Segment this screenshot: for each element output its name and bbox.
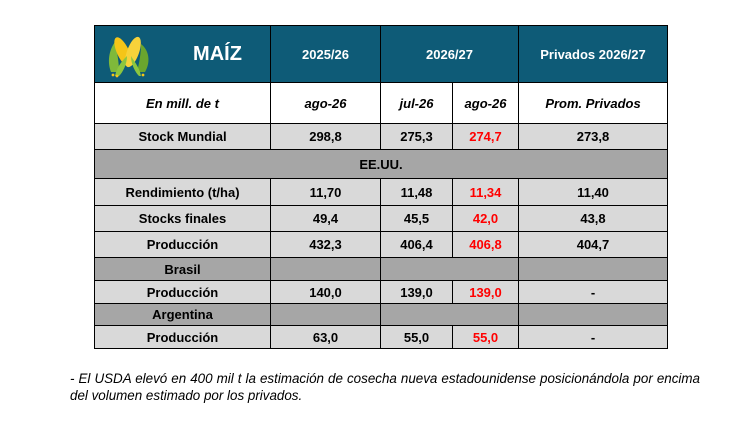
cell-value: 275,3 bbox=[380, 123, 453, 150]
row-label: Producción bbox=[94, 231, 271, 258]
cell-value: 273,8 bbox=[518, 123, 668, 150]
cell-value: 11,40 bbox=[518, 178, 668, 206]
col-2026-27: 2026/27 bbox=[380, 25, 519, 83]
col-privados: Privados 2026/27 bbox=[518, 25, 668, 83]
footnote: - El USDA elevó en 400 mil t la estimaci… bbox=[70, 371, 700, 403]
subheader-row: En mill. de t ago-26 jul-26 ago-26 Prom.… bbox=[94, 82, 668, 124]
cell-value: 404,7 bbox=[518, 231, 668, 258]
unit-label: En mill. de t bbox=[94, 82, 271, 124]
row-label: Stocks finales bbox=[94, 205, 271, 232]
cell-value-highlight: 274,7 bbox=[452, 123, 519, 150]
cell-value: 11,70 bbox=[270, 178, 381, 206]
cell-value: 45,5 bbox=[380, 205, 453, 232]
cell-value: 432,3 bbox=[270, 231, 381, 258]
row-label: Rendimiento (t/ha) bbox=[94, 178, 271, 206]
cell-value-highlight: 139,0 bbox=[452, 280, 519, 304]
section-spacer bbox=[270, 303, 381, 326]
cell-value: 11,48 bbox=[380, 178, 453, 206]
row-label: Stock Mundial bbox=[94, 123, 271, 150]
section-spacer bbox=[518, 303, 668, 326]
title-cell: MAÍZ bbox=[94, 25, 271, 83]
cell-value: 43,8 bbox=[518, 205, 668, 232]
section-spacer bbox=[380, 257, 519, 281]
cell-value-highlight: 406,8 bbox=[452, 231, 519, 258]
col-2025-26: 2025/26 bbox=[270, 25, 381, 83]
cell-value: 406,4 bbox=[380, 231, 453, 258]
cell-value: - bbox=[518, 280, 668, 304]
cell-value-highlight: 55,0 bbox=[452, 325, 519, 349]
cell-value: - bbox=[518, 325, 668, 349]
cell-value: 140,0 bbox=[270, 280, 381, 304]
cell-value-highlight: 42,0 bbox=[452, 205, 519, 232]
section-label: Argentina bbox=[94, 303, 271, 326]
sub-jul26: jul-26 bbox=[380, 82, 453, 124]
cell-value: 55,0 bbox=[380, 325, 453, 349]
sub-prom: Prom. Privados bbox=[518, 82, 668, 124]
section-spacer bbox=[518, 257, 668, 281]
table-row: Stock Mundial 298,8 275,3 274,7 273,8 bbox=[94, 123, 668, 150]
section-row-brasil: Brasil bbox=[94, 257, 668, 281]
section-label: EE.UU. bbox=[94, 149, 668, 179]
cell-value: 63,0 bbox=[270, 325, 381, 349]
cell-value: 298,8 bbox=[270, 123, 381, 150]
section-label: Brasil bbox=[94, 257, 271, 281]
row-label: Producción bbox=[94, 280, 271, 304]
table-row: Stocks finales 49,4 45,5 42,0 43,8 bbox=[94, 205, 668, 232]
section-spacer bbox=[380, 303, 519, 326]
sub-ago26-b: ago-26 bbox=[452, 82, 519, 124]
corn-icon bbox=[108, 36, 149, 78]
table-row: Producción 140,0 139,0 139,0 - bbox=[94, 280, 668, 304]
cell-value: 49,4 bbox=[270, 205, 381, 232]
section-row-argentina: Argentina bbox=[94, 303, 668, 326]
cell-value-highlight: 11,34 bbox=[452, 178, 519, 206]
table-row: Producción 432,3 406,4 406,8 404,7 bbox=[94, 231, 668, 258]
table-title: MAÍZ bbox=[193, 43, 242, 65]
maize-table: MAÍZ 2025/26 2026/27 Privados 2026/27 En… bbox=[94, 25, 668, 349]
section-spacer bbox=[270, 257, 381, 281]
table-row: Rendimiento (t/ha) 11,70 11,48 11,34 11,… bbox=[94, 178, 668, 206]
cell-value: 139,0 bbox=[380, 280, 453, 304]
row-label: Producción bbox=[94, 325, 271, 349]
table-row: Producción 63,0 55,0 55,0 - bbox=[94, 325, 668, 349]
section-row-eeuu: EE.UU. bbox=[94, 149, 668, 179]
sub-ago26-a: ago-26 bbox=[270, 82, 381, 124]
header-row: MAÍZ 2025/26 2026/27 Privados 2026/27 bbox=[94, 25, 668, 83]
